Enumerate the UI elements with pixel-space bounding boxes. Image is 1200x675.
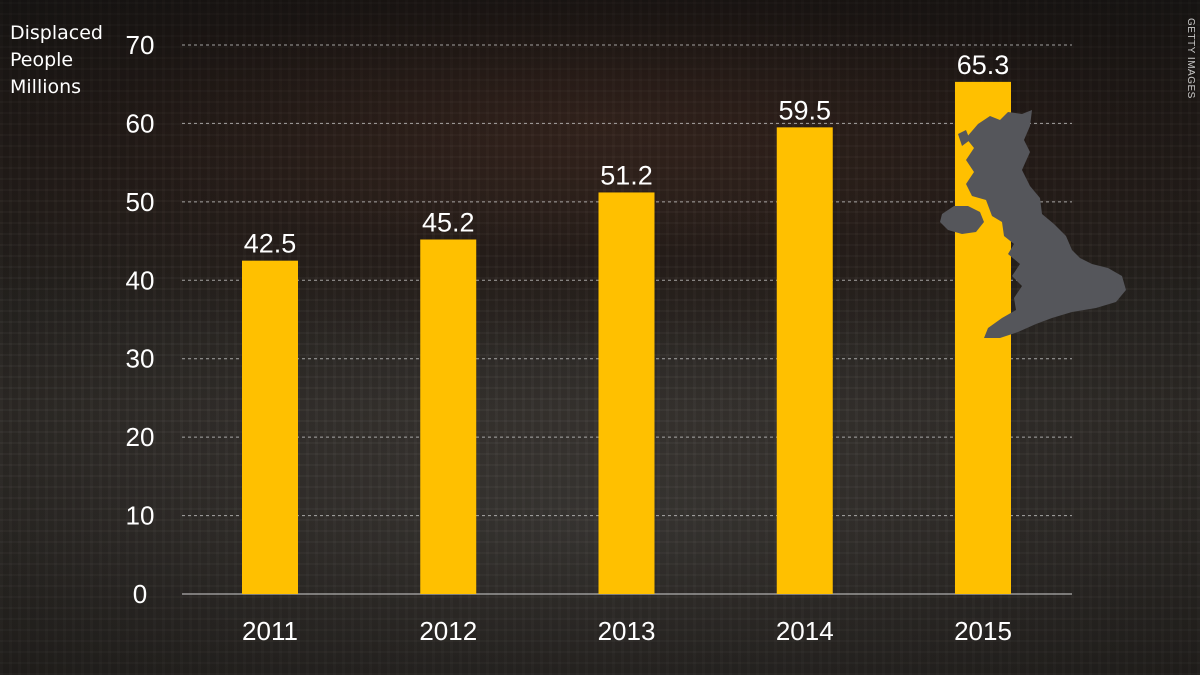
y-tick-label: 40 (126, 265, 155, 295)
y-tick-label: 10 (126, 501, 155, 531)
y-tick-label: 0 (133, 579, 147, 609)
y-tick-label: 30 (126, 344, 155, 374)
x-tick-label: 2012 (419, 616, 477, 646)
photo-credit: GETTY IMAGES (1185, 18, 1196, 99)
bar (598, 192, 655, 594)
y-axis-unit-label: Displaced People Millions (10, 20, 103, 101)
data-label: 51.2 (600, 160, 653, 190)
uk-map-silhouette-icon (940, 110, 1126, 338)
y-tick-label: 50 (126, 187, 155, 217)
x-tick-label: 2015 (954, 616, 1012, 646)
unit-label-line: Millions (10, 76, 82, 98)
x-tick-label: 2014 (776, 616, 834, 646)
x-tick-label: 2013 (598, 616, 656, 646)
x-tick-label: 2011 (242, 616, 298, 646)
bar (242, 260, 298, 594)
bar (776, 127, 833, 594)
unit-label-line: People (10, 49, 74, 71)
unit-label-line: Displaced (10, 22, 103, 44)
bar (420, 239, 477, 594)
data-label: 42.5 (244, 229, 297, 259)
y-tick-label: 20 (126, 422, 155, 452)
bars (242, 81, 1011, 594)
y-tick-label: 70 (126, 30, 155, 60)
labels: 0 10 20 30 40 50 60 70 42.5 2011 45.2 2012 51.2 2013 5… (126, 30, 1012, 646)
data-label: 65.3 (957, 50, 1010, 80)
data-label: 59.5 (778, 95, 831, 125)
data-label: 45.2 (422, 208, 475, 238)
y-tick-label: 60 (126, 108, 155, 138)
